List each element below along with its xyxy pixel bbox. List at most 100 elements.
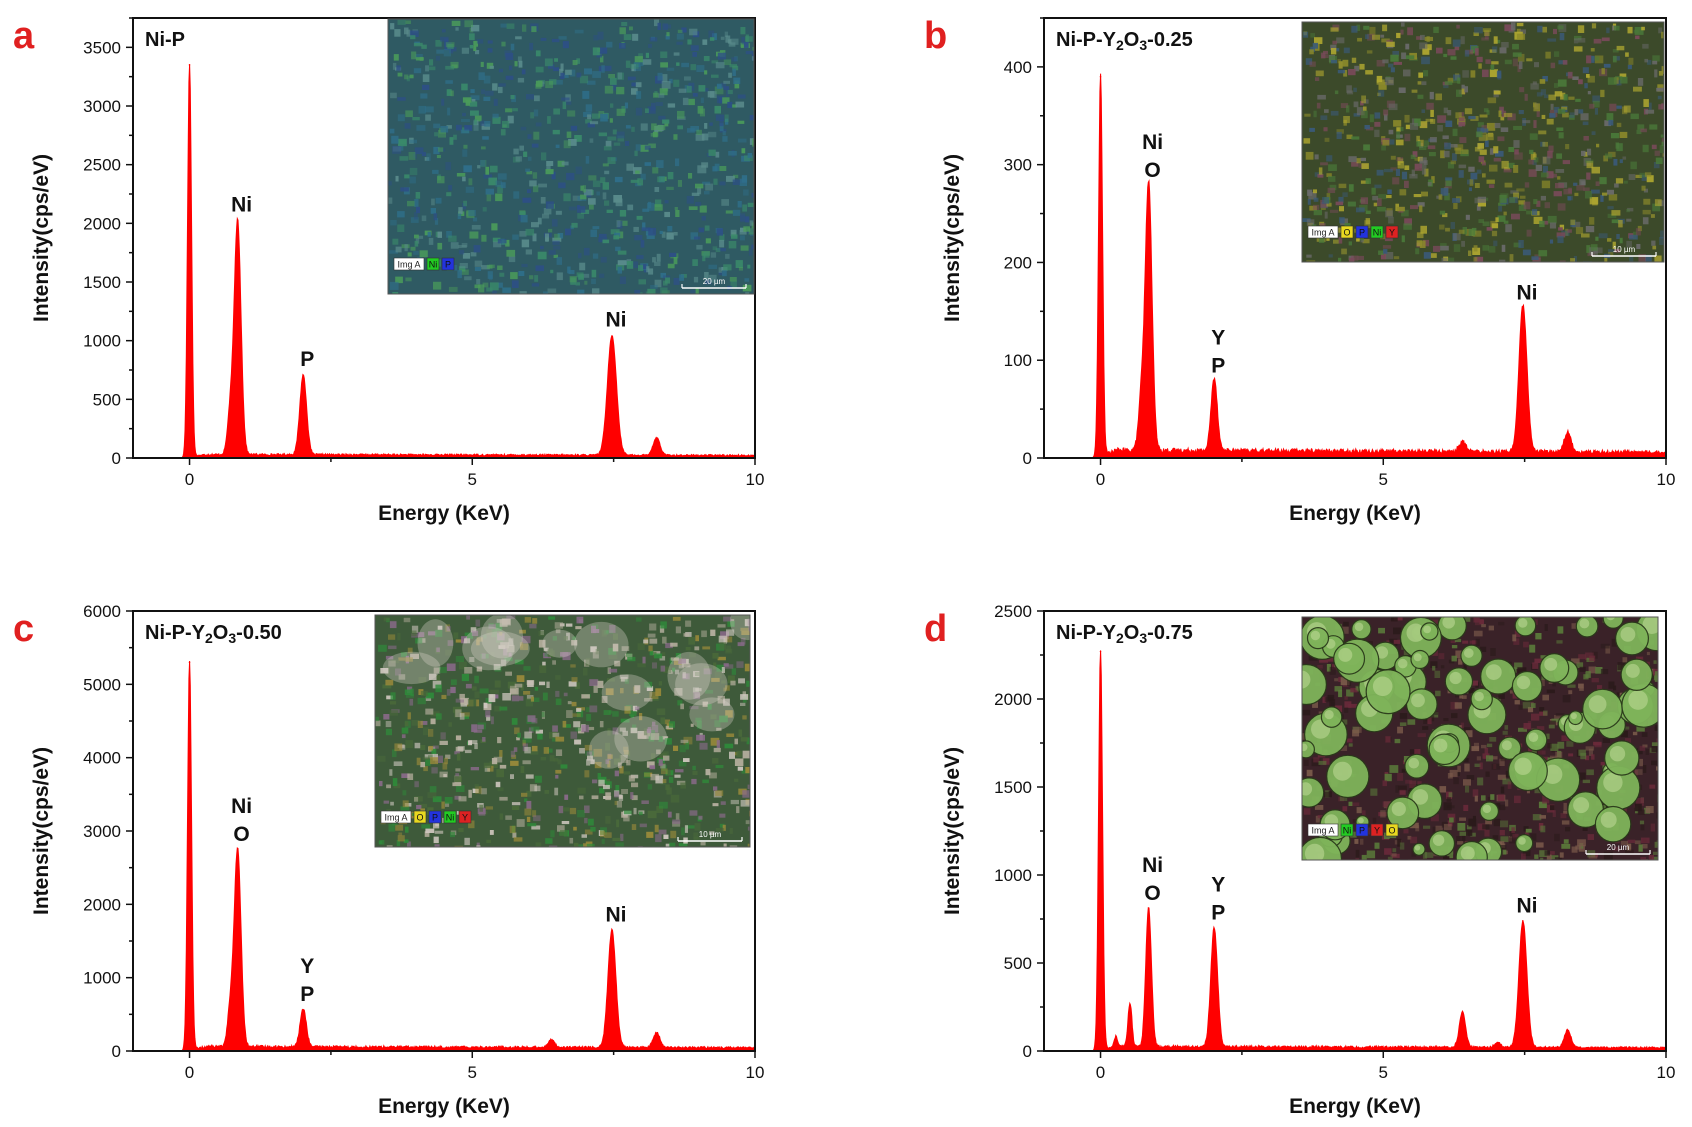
peak-label: O <box>1144 882 1160 905</box>
x-tick-label: 5 <box>468 1063 477 1082</box>
peak-point <box>1213 930 1215 933</box>
y-axis: 0 500 1000 1500 2000 2500 <box>994 602 1044 1061</box>
legend-chip <box>441 257 455 271</box>
inset-legend: Img A O P Ni Y <box>380 810 472 824</box>
x-axis: 0 5 10 <box>1096 458 1676 489</box>
peak-point <box>655 1035 658 1038</box>
peak-point <box>1213 383 1215 386</box>
legend-chip <box>1385 225 1399 239</box>
scale-bar: 10 µm <box>1591 245 1657 257</box>
peak-point <box>1099 75 1102 78</box>
legend-label: Y <box>1374 826 1380 836</box>
y-tick-label: 400 <box>1004 58 1032 77</box>
panel-c: c 0 5 10 Energy (KeV) 0 1000 2000 3000 4000 5000 60… <box>13 602 765 1118</box>
sample-label: Ni-P-Y2O3-0.25 <box>1056 29 1193 53</box>
sample-label: Ni-P-Y2O3-0.75 <box>1056 622 1193 646</box>
y-tick-label: 500 <box>93 390 121 409</box>
peak-point <box>1566 1032 1569 1035</box>
peak-label: Ni <box>231 193 252 216</box>
spectrum-series <box>1069 73 1667 459</box>
scale-bar: 20 µm <box>1585 843 1651 855</box>
peak-label: Y <box>1211 873 1225 896</box>
legend-label: Ni <box>429 260 438 270</box>
y-tick-label: 0 <box>112 449 121 468</box>
x-tick-label: 0 <box>185 1063 194 1082</box>
peak-point <box>302 1012 305 1014</box>
peak-point <box>1147 188 1150 190</box>
y-tick-label: 500 <box>1004 954 1032 973</box>
y-axis: 0 1000 2000 3000 4000 5000 6000 <box>83 602 133 1061</box>
peak-label: Y <box>1211 327 1225 350</box>
x-axis: 0 5 10 <box>1096 1051 1676 1082</box>
legend-chip <box>1340 225 1354 239</box>
legend-label: Y <box>462 813 468 823</box>
x-tick-label: 10 <box>1657 470 1676 489</box>
y-tick-label: 300 <box>1004 156 1032 175</box>
x-tick-label: 0 <box>1096 470 1105 489</box>
x-tick-label: 10 <box>1657 1063 1676 1082</box>
legend-label: Ni <box>1373 228 1382 238</box>
legend-chip <box>443 810 457 824</box>
y-axis: 0 100 200 300 400 <box>1004 17 1044 468</box>
y-axis-label: Intensity(cps/eV) <box>941 154 964 322</box>
peak-label: Ni <box>231 795 252 818</box>
eds-map-inset: Img A Ni P 20 µm <box>387 18 755 295</box>
panel-letter: d <box>924 608 947 650</box>
y-tick-label: 1500 <box>83 273 121 292</box>
legend-label: O <box>1388 826 1395 836</box>
inset-legend: Img A Ni P <box>393 257 455 271</box>
x-axis-label: Energy (KeV) <box>1289 502 1421 525</box>
y-tick-label: 1000 <box>83 332 121 351</box>
legend-label: P <box>445 260 451 270</box>
legend-chip <box>1340 823 1354 837</box>
x-tick-label: 0 <box>185 470 194 489</box>
y-tick-label: 3000 <box>83 97 121 116</box>
y-axis-label: Intensity(cps/eV) <box>30 154 53 322</box>
panel-letter: c <box>13 608 34 650</box>
legend-label: Ni <box>446 813 455 823</box>
peak-point <box>302 377 305 380</box>
peak-label: P <box>300 983 314 1006</box>
legend-chip <box>1355 823 1369 837</box>
x-tick-label: 5 <box>1379 1063 1388 1082</box>
legend-label: P <box>1359 826 1365 836</box>
y-axis-label: Intensity(cps/eV) <box>30 747 53 915</box>
legend-chip <box>1370 225 1384 239</box>
peak-point <box>188 661 191 664</box>
legend-label: P <box>432 813 438 823</box>
inset-legend: Img A O P Ni Y <box>1307 225 1399 239</box>
peak-label: Ni <box>605 904 626 927</box>
peak-point <box>1129 1006 1131 1008</box>
y-tick-label: 2000 <box>83 214 121 233</box>
x-axis: 0 5 10 <box>185 1051 765 1082</box>
x-tick-label: 10 <box>746 470 765 489</box>
legend-chip <box>413 810 427 824</box>
y-tick-label: 4000 <box>83 749 121 768</box>
y-tick-label: 5000 <box>83 675 121 694</box>
scale-bar-label: 10 µm <box>699 830 722 839</box>
legend-label: O <box>416 813 423 823</box>
legend-label: Ni <box>1343 826 1352 836</box>
y-axis: 0 500 1000 1500 2000 2500 3000 3500 <box>83 17 133 468</box>
x-axis-label: Energy (KeV) <box>378 1095 510 1118</box>
peak-point <box>1522 923 1524 926</box>
sample-label: Ni-P-Y2O3-0.50 <box>145 622 282 646</box>
eds-map-image <box>388 19 754 294</box>
sample-label: Ni-P <box>145 29 185 51</box>
spectrum-series <box>1069 650 1667 1052</box>
peak-point <box>236 852 239 854</box>
legend-chip <box>1355 225 1369 239</box>
peak-point <box>1115 1039 1117 1042</box>
peak-point <box>655 439 658 442</box>
legend-label: P <box>1359 228 1365 238</box>
peak-point <box>229 416 232 418</box>
x-tick-label: 10 <box>746 1063 765 1082</box>
peak-point <box>1099 650 1102 653</box>
x-axis: 0 5 10 <box>185 458 765 489</box>
x-tick-label: 5 <box>468 470 477 489</box>
peak-label: Y <box>300 955 314 978</box>
y-axis-label: Intensity(cps/eV) <box>941 747 964 915</box>
x-tick-label: 5 <box>1379 470 1388 489</box>
scale-bar: 10 µm <box>677 830 743 842</box>
